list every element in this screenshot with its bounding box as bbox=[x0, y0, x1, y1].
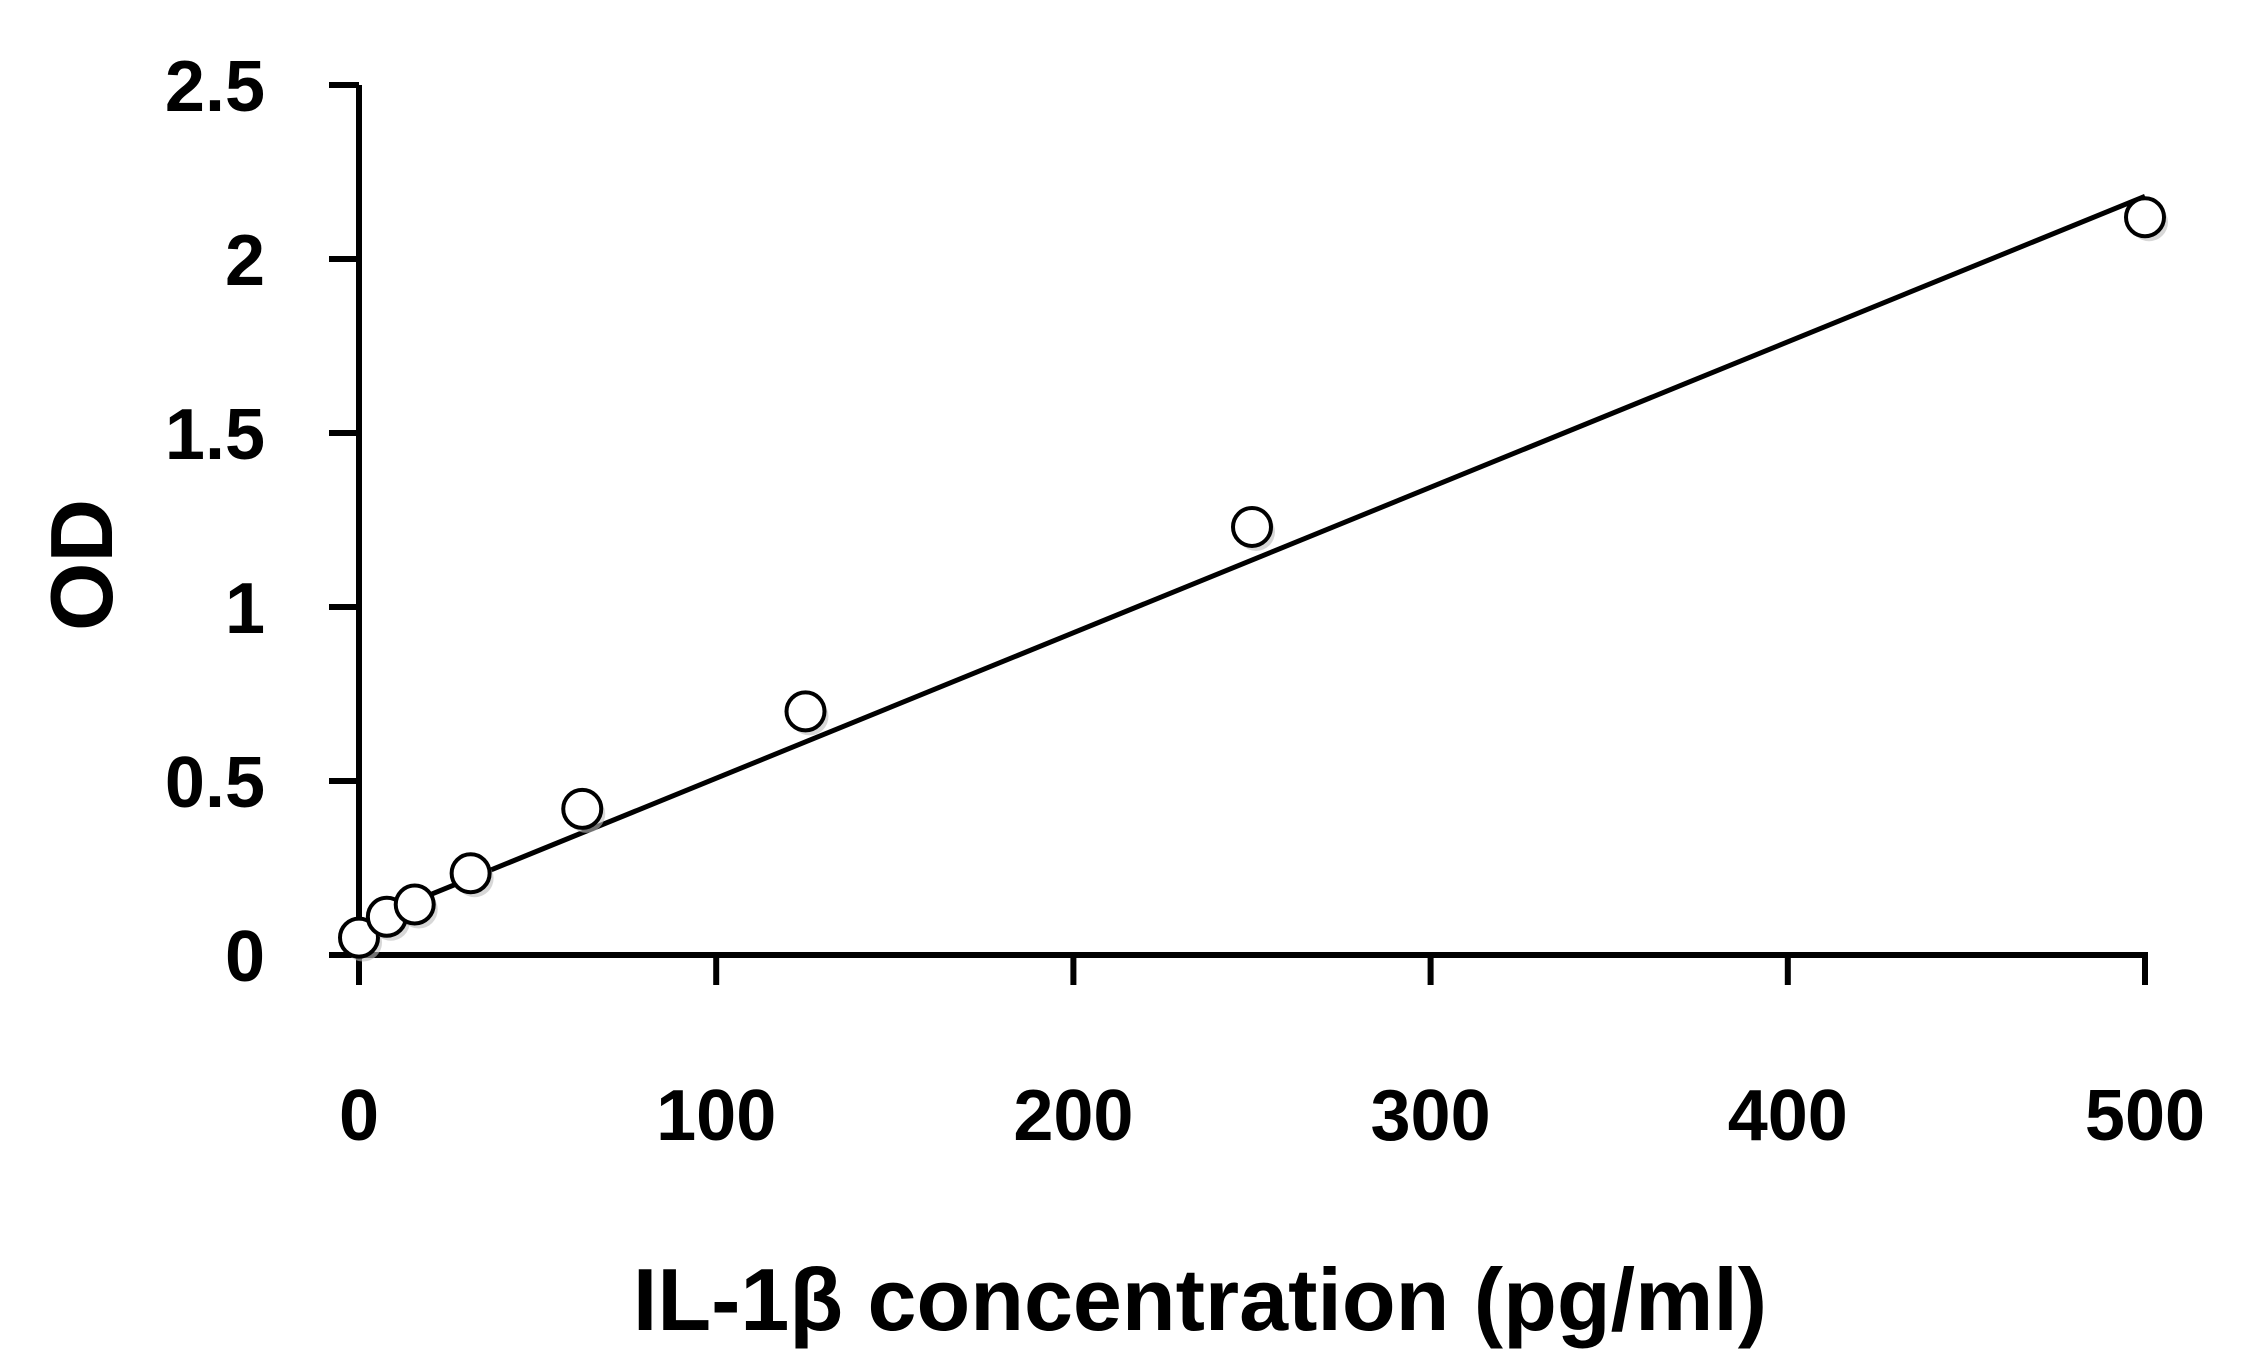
data-points bbox=[338, 196, 2168, 962]
y-tick-label: 0.5 bbox=[165, 743, 265, 823]
x-tick-label: 300 bbox=[1371, 1076, 1491, 1156]
data-point bbox=[393, 883, 436, 926]
x-axis-title: IL-1β concentration (pg/ml) bbox=[633, 1250, 1767, 1349]
y-tick-label: 1 bbox=[225, 569, 265, 649]
y-tick-label: 2.5 bbox=[165, 47, 265, 127]
trendline-group bbox=[358, 194, 2146, 926]
y-tick-labels: 0 0.5 1 1.5 2 2.5 bbox=[165, 47, 265, 997]
x-tick-label: 0 bbox=[339, 1076, 379, 1156]
data-point bbox=[784, 690, 827, 733]
x-tick-label: 100 bbox=[656, 1076, 776, 1156]
x-tick-label: 400 bbox=[1728, 1076, 1848, 1156]
trendline bbox=[358, 194, 2146, 926]
y-axis-title: OD bbox=[32, 499, 131, 631]
data-point bbox=[2124, 196, 2166, 239]
y-tick-label: 2 bbox=[225, 221, 265, 301]
x-tick-labels: 0 100 200 300 400 500 bbox=[339, 1076, 2205, 1156]
x-axis bbox=[356, 952, 2148, 985]
x-tick-label: 500 bbox=[2085, 1076, 2205, 1156]
data-point bbox=[561, 787, 604, 830]
data-point bbox=[449, 852, 492, 895]
data-point bbox=[338, 916, 380, 959]
y-tick-label: 1.5 bbox=[165, 395, 265, 475]
data-point bbox=[1231, 505, 1273, 548]
y-tick-label: 0 bbox=[225, 917, 265, 997]
y-axis bbox=[329, 82, 362, 958]
x-tick-label: 200 bbox=[1013, 1076, 1133, 1156]
